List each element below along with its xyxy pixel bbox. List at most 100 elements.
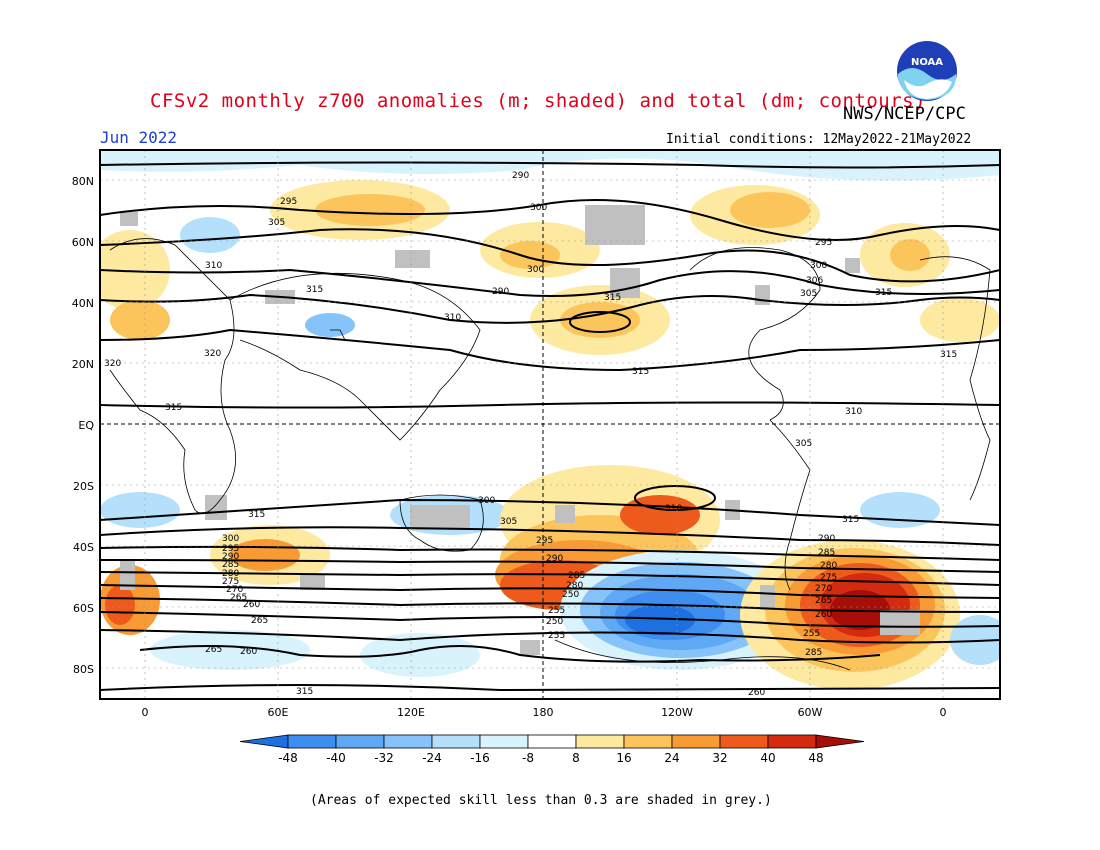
- contour-label: 315: [296, 687, 313, 697]
- contour-label: 260: [243, 600, 260, 610]
- initial-conditions: Initial conditions: 12May2022-21May2022: [666, 132, 972, 147]
- contour-label: 310: [205, 261, 222, 271]
- longitude-axis: 0 60E 120E 180 120W 60W 0: [142, 706, 947, 719]
- lat-label: 20S: [73, 480, 94, 493]
- contour-label: 260: [748, 688, 765, 698]
- noaa-logo: NOAA: [897, 41, 957, 101]
- contour-label: 315: [306, 285, 323, 295]
- contour-label: 260: [240, 647, 257, 657]
- contour-label: 285: [805, 648, 822, 658]
- colorbar-swatch: [479, 734, 529, 749]
- forecast-month: Jun 2022: [100, 128, 178, 147]
- colorbar-arrow-right: [815, 734, 865, 749]
- contour-label: 280: [566, 581, 583, 591]
- colorbar-tick-label: 40: [760, 751, 775, 765]
- contour-label: 270: [226, 585, 243, 595]
- colorbar-swatch: [431, 734, 481, 749]
- contour-label: 315: [248, 510, 265, 520]
- colorbar-tick-label: -40: [326, 751, 346, 765]
- colorbar-swatch: [527, 734, 577, 749]
- contour-label: 285: [222, 560, 239, 570]
- anomaly-shading: [100, 150, 1000, 690]
- colorbar-tick-label: -16: [470, 751, 490, 765]
- lat-label: 60S: [73, 602, 94, 615]
- lon-label: 60W: [798, 706, 823, 719]
- contour-label: 265: [815, 596, 832, 606]
- contour-label: 310: [665, 504, 682, 514]
- colorbar-swatch: [623, 734, 673, 749]
- contour-label: 315: [940, 350, 957, 360]
- contour-label: 290: [546, 554, 563, 564]
- contour-label: 305: [800, 289, 817, 299]
- lat-label: 20N: [72, 358, 94, 371]
- colorbar-swatch: [719, 734, 769, 749]
- contour-label: 300: [478, 496, 495, 506]
- contour-label: 275: [820, 573, 837, 583]
- contour-label: 305: [500, 517, 517, 527]
- colorbar-tick-label: 16: [616, 751, 631, 765]
- skill-footnote: (Areas of expected skill less than 0.3 a…: [310, 793, 772, 808]
- colorbar: -48 -40 -32 -24 -16 -8 8 16 24 32 40 48: [239, 734, 865, 765]
- contour-label: 315: [604, 293, 621, 303]
- contour-label: 300: [530, 203, 547, 213]
- contour-label: 265: [230, 593, 247, 603]
- map-frame: [99, 149, 1001, 700]
- contour-label: 320: [204, 349, 221, 359]
- lat-label: 40S: [73, 541, 94, 554]
- colorbar-swatch: [383, 734, 433, 749]
- noaa-logo-text: NOAA: [911, 57, 943, 68]
- lat-label: 40N: [72, 297, 94, 310]
- contour-label: 255: [548, 606, 565, 616]
- colorbar-swatch: [767, 734, 817, 749]
- lon-label: 120E: [397, 706, 425, 719]
- contour-label: 315: [632, 367, 649, 377]
- colorbar-tick-label: -8: [522, 751, 534, 765]
- contour-label: 265: [205, 645, 222, 655]
- gridlines: [100, 150, 1000, 699]
- contour-label: 250: [562, 590, 579, 600]
- contour-label: 300: [810, 261, 827, 271]
- colorbar-tick-label: 8: [572, 751, 580, 765]
- contour-label: 315: [842, 515, 859, 525]
- lon-label: 0: [142, 706, 149, 719]
- contour-label: 285: [568, 571, 585, 581]
- contour-label: 270: [815, 584, 832, 594]
- lat-label: EQ: [78, 419, 94, 432]
- contour-label: 305: [268, 218, 285, 228]
- lon-label: 120W: [661, 706, 693, 719]
- colorbar-tick-label: -48: [278, 751, 298, 765]
- contour-label: 285: [818, 548, 835, 558]
- low-skill-mask: [120, 205, 920, 655]
- contour-label: 250: [546, 617, 563, 627]
- contour-label: 315: [875, 288, 892, 298]
- contour-label: 290: [492, 287, 509, 297]
- contour-label: 315: [165, 403, 182, 413]
- colorbar-arrow-left: [239, 734, 289, 749]
- lat-label: 60N: [72, 236, 94, 249]
- contour-label: 306: [806, 276, 823, 286]
- contour-label: 265: [251, 616, 268, 626]
- chart-title: CFSv2 monthly z700 anomalies (m; shaded)…: [150, 90, 927, 112]
- lat-label: 80S: [73, 663, 94, 676]
- contour-label: 280: [820, 561, 837, 571]
- colorbar-swatch: [671, 734, 721, 749]
- lon-label: 0: [940, 706, 947, 719]
- contour-label: 295: [536, 536, 553, 546]
- contour-label: 295: [280, 197, 297, 207]
- colorbar-tick-label: -24: [422, 751, 442, 765]
- colorbar-tick-label: 32: [712, 751, 727, 765]
- lat-label: 80N: [72, 175, 94, 188]
- contour-label: 260: [815, 610, 832, 620]
- contour-label: 300: [527, 265, 544, 275]
- colorbar-tick-label: 48: [808, 751, 823, 765]
- reference-lines: [100, 150, 1000, 699]
- colorbar-tick-label: 24: [664, 751, 679, 765]
- colorbar-swatch: [335, 734, 385, 749]
- contour-label: 290: [222, 552, 239, 562]
- contour-label: 295: [222, 544, 239, 554]
- colorbar-swatch: [575, 734, 625, 749]
- lon-label: 60E: [268, 706, 289, 719]
- height-contours: [100, 161, 1000, 692]
- contour-label: 305: [795, 439, 812, 449]
